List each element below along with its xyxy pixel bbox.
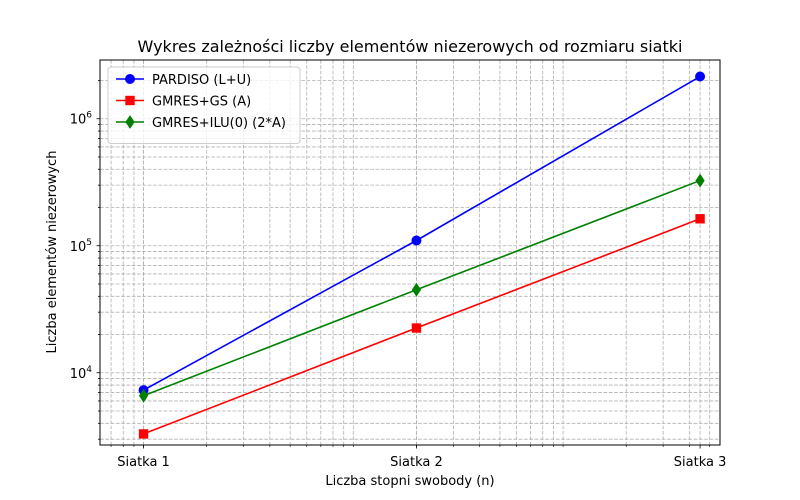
y-tick-label: 105 xyxy=(70,238,92,255)
x-tick-label: Siatka 1 xyxy=(117,455,170,470)
data-point xyxy=(695,71,706,82)
data-point xyxy=(125,95,135,106)
y-axis-label: Liczba elementów niezerowych xyxy=(45,151,60,354)
legend-box xyxy=(107,66,301,144)
x-axis-label: Liczba stopni swobody (n) xyxy=(325,474,494,489)
chart-title: Wykres zależności liczby elementów nieze… xyxy=(138,37,683,56)
data-point xyxy=(138,429,149,439)
legend-label: GMRES+GS (A) xyxy=(152,95,251,110)
data-point xyxy=(411,323,422,333)
legend: PARDISO (L+U) GMRES+GS (A) GMRES+ILU(0) (2… xyxy=(107,66,301,144)
data-point xyxy=(695,173,705,188)
legend-item: PARDISO (L+U) xyxy=(116,73,251,88)
data-point xyxy=(411,235,422,246)
legend-item: GMRES+ILU(0) (2*A) xyxy=(116,115,286,131)
y-tick-label: 104 xyxy=(70,365,93,382)
y-tick-label: 106 xyxy=(70,111,93,128)
series-layer xyxy=(138,71,706,439)
series-GMRES+ILU(0) (2*A) xyxy=(138,173,705,403)
data-point xyxy=(125,74,135,84)
data-point xyxy=(695,214,705,224)
plot-area-frame xyxy=(99,59,721,446)
data-point xyxy=(125,115,135,129)
legend-label: PARDISO (L+U) xyxy=(152,73,251,88)
x-tick-label: Siatka 3 xyxy=(674,455,727,470)
legend-label: GMRES+ILU(0) (2*A) xyxy=(152,116,286,131)
legend-item: GMRES+GS (A) xyxy=(116,95,251,110)
data-point xyxy=(138,388,149,403)
axis-layer: Siatka 1 Siatka 2 Siatka 3 104 105 106 xyxy=(70,80,727,470)
x-tick-label: Siatka 2 xyxy=(390,455,443,470)
series-GMRES+GS (A) xyxy=(138,214,705,439)
data-point xyxy=(411,282,422,297)
